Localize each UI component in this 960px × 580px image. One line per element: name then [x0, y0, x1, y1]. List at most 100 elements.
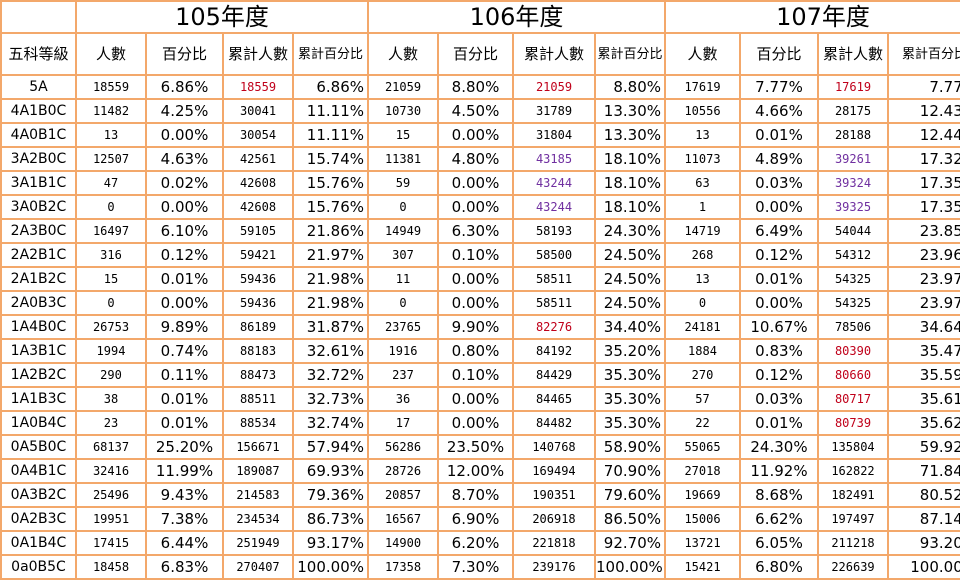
cum-count-cell-105: 88511: [222, 386, 294, 412]
cum-pct-cell-107: 80.52%: [887, 482, 960, 508]
cum-count-cell-107: 39261: [817, 146, 889, 172]
cum-pct-cell-107: 17.35%: [887, 170, 960, 196]
cum-pct-cell-105: 100.00%: [292, 554, 369, 580]
cum-pct-cell-105: 32.73%: [292, 386, 369, 412]
cum-pct-cell-106: 35.30%: [594, 362, 666, 388]
pct-cell-105: 25.20%: [145, 434, 224, 460]
corner-cell: [0, 0, 77, 34]
pct-cell-105: 4.63%: [145, 146, 224, 172]
pct-cell-105: 0.02%: [145, 170, 224, 196]
cum-pct-cell-106: 86.50%: [594, 506, 666, 532]
cum-pct-cell-106: 100.00%: [594, 554, 666, 580]
grade-label: 2A3B0C: [0, 218, 77, 244]
cum-count-cell-106: 43244: [512, 194, 596, 220]
cum-pct-cell-105: 79.36%: [292, 482, 369, 508]
pct-cell-106: 0.00%: [437, 170, 514, 196]
cum-count-cell-106: 190351: [512, 482, 596, 508]
count-cell-107: 27018: [664, 458, 741, 484]
cum-count-cell-105: 88534: [222, 410, 294, 436]
pct-cell-105: 6.83%: [145, 554, 224, 580]
pct-cell-107: 6.05%: [739, 530, 819, 556]
table-row: 3A0B2C 0 0.00% 42608 15.76% 0 0.00% 43244 18.10%…: [0, 194, 960, 220]
table-row: 0A1B4C 17415 6.44% 251949 93.17% 14900 6.20% 22…: [0, 530, 960, 556]
count-cell-106: 23765: [367, 314, 439, 340]
table-row: 1A3B1C 1994 0.74% 88183 32.61% 1916 0.80% 84192…: [0, 338, 960, 364]
cum-pct-cell-105: 21.86%: [292, 218, 369, 244]
pct-cell-105: 4.25%: [145, 98, 224, 124]
count-cell-106: 14949: [367, 218, 439, 244]
cum-pct-cell-106: 35.30%: [594, 410, 666, 436]
table-row: 1A4B0C 26753 9.89% 86189 31.87% 23765 9.90% 822…: [0, 314, 960, 340]
cum-count-cell-106: 140768: [512, 434, 596, 460]
count-cell-105: 11482: [75, 98, 147, 124]
cum-count-cell-107: 211218: [817, 530, 889, 556]
column-header-row: 五科等級 人數 百分比 累計人數 累計百分比 人數 百分比 累計人數 累計百分比…: [0, 32, 960, 76]
grade-label: 0A4B1C: [0, 458, 77, 484]
count-cell-107: 57: [664, 386, 741, 412]
cum-count-cell-105: 214583: [222, 482, 294, 508]
cum-count-cell-107: 135804: [817, 434, 889, 460]
count-cell-105: 16497: [75, 218, 147, 244]
cum-count-cell-107: 39324: [817, 170, 889, 196]
cum-pct-cell-106: 34.40%: [594, 314, 666, 340]
cum-pct-cell-107: 23.97%: [887, 266, 960, 292]
pct-cell-107: 0.83%: [739, 338, 819, 364]
table-row: 0A3B2C 25496 9.43% 214583 79.36% 20857 8.70% 19…: [0, 482, 960, 508]
count-cell-105: 18458: [75, 554, 147, 580]
cum-count-cell-106: 43185: [512, 146, 596, 172]
grade-column-header: 五科等級: [0, 32, 77, 76]
pct-cell-105: 0.00%: [145, 122, 224, 148]
cum-pct-cell-106: 92.70%: [594, 530, 666, 556]
pct-cell-107: 0.03%: [739, 170, 819, 196]
cum-pct-cell-105: 32.74%: [292, 410, 369, 436]
pct-cell-105: 9.43%: [145, 482, 224, 508]
year-107-header: 107年度: [664, 0, 960, 34]
cum-pct-cell-107: 12.44%: [887, 122, 960, 148]
count-cell-107: 15006: [664, 506, 741, 532]
cum-pct-cell-105: 31.87%: [292, 314, 369, 340]
cum-pct-cell-106: 70.90%: [594, 458, 666, 484]
cum-count-header-107: 累計人數: [817, 32, 889, 76]
pct-cell-107: 8.68%: [739, 482, 819, 508]
cum-count-cell-105: 30041: [222, 98, 294, 124]
grade-label: 0a0B5C: [0, 554, 77, 580]
count-cell-106: 16567: [367, 506, 439, 532]
cum-count-cell-106: 58193: [512, 218, 596, 244]
cum-count-cell-107: 54044: [817, 218, 889, 244]
cum-count-cell-107: 54325: [817, 266, 889, 292]
cum-pct-cell-106: 13.30%: [594, 98, 666, 124]
cum-count-cell-105: 18559: [222, 74, 294, 100]
cum-count-cell-107: 39325: [817, 194, 889, 220]
cum-count-cell-107: 80660: [817, 362, 889, 388]
grade-label: 0A3B2C: [0, 482, 77, 508]
count-cell-105: 32416: [75, 458, 147, 484]
cum-count-cell-105: 59436: [222, 266, 294, 292]
pct-cell-105: 0.11%: [145, 362, 224, 388]
cum-count-cell-105: 234534: [222, 506, 294, 532]
count-cell-105: 1994: [75, 338, 147, 364]
cum-count-cell-105: 270407: [222, 554, 294, 580]
cum-count-cell-105: 42608: [222, 194, 294, 220]
pct-cell-105: 0.01%: [145, 266, 224, 292]
cum-count-cell-105: 59105: [222, 218, 294, 244]
cum-count-cell-106: 84482: [512, 410, 596, 436]
count-cell-106: 14900: [367, 530, 439, 556]
pct-cell-107: 6.62%: [739, 506, 819, 532]
cum-pct-cell-107: 93.20%: [887, 530, 960, 556]
cum-pct-cell-106: 18.10%: [594, 170, 666, 196]
pct-cell-105: 9.89%: [145, 314, 224, 340]
cum-pct-header-106: 累計百分比: [594, 32, 666, 76]
grade-label: 2A2B1C: [0, 242, 77, 268]
cum-count-cell-107: 78506: [817, 314, 889, 340]
count-cell-106: 10730: [367, 98, 439, 124]
grade-label: 3A2B0C: [0, 146, 77, 172]
cum-pct-cell-105: 15.76%: [292, 194, 369, 220]
pct-cell-107: 4.66%: [739, 98, 819, 124]
cum-pct-cell-107: 100.00%: [887, 554, 960, 580]
cum-pct-cell-107: 12.43%: [887, 98, 960, 124]
pct-cell-107: 7.77%: [739, 74, 819, 100]
pct-cell-105: 0.00%: [145, 194, 224, 220]
cum-pct-cell-105: 21.97%: [292, 242, 369, 268]
count-cell-105: 13: [75, 122, 147, 148]
cum-count-cell-105: 88183: [222, 338, 294, 364]
